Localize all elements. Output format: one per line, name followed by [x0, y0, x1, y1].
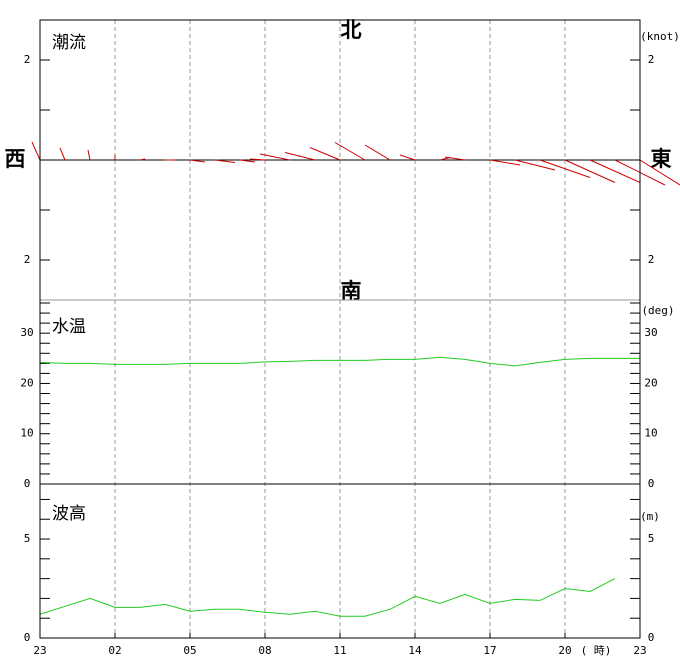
vector	[639, 159, 680, 186]
y-tick-label: 20	[20, 376, 33, 389]
panel-title: 水温	[52, 317, 86, 337]
y-tick-label: 0	[648, 477, 655, 490]
vector	[189, 159, 206, 163]
y-tick-label: 0	[648, 631, 655, 644]
vector	[59, 147, 66, 161]
x-tick-label: 20	[558, 644, 571, 657]
vector	[334, 142, 366, 161]
x-tick-label: 11	[333, 644, 346, 657]
vector	[489, 159, 521, 166]
y-tick-label: 0	[24, 631, 31, 644]
line-series	[39, 578, 616, 617]
vector	[31, 141, 41, 161]
x-tick-label: 14	[408, 644, 422, 657]
y-tick-label: 10	[644, 427, 657, 440]
vector	[249, 158, 266, 161]
vector	[284, 152, 316, 161]
y-tick-label: 30	[644, 326, 657, 339]
panel-title: 波高	[52, 504, 86, 524]
vector	[259, 153, 291, 161]
vector	[239, 159, 256, 163]
x-tick-label: 02	[108, 644, 121, 657]
vector	[539, 159, 591, 178]
y-tick-label: 5	[648, 532, 655, 545]
vector	[214, 159, 236, 163]
x-tick-label: 23	[33, 644, 46, 657]
line-series	[39, 356, 640, 367]
south-label: 南	[341, 279, 362, 303]
unit-label: (knot)	[640, 30, 680, 43]
panel-title: 潮流	[52, 33, 86, 53]
vector	[139, 158, 146, 161]
x-tick-label: 05	[183, 644, 196, 657]
x-tick-label: 23	[633, 644, 646, 657]
east-label: 東	[651, 147, 672, 171]
x-tick-label: 17	[483, 644, 496, 657]
vector	[87, 149, 91, 161]
vector	[514, 159, 556, 171]
unit-label: (m)	[640, 510, 660, 523]
vector	[309, 147, 341, 161]
y-tick-label: 30	[20, 326, 33, 339]
y-tick-label: 2	[648, 53, 655, 66]
vector	[589, 159, 641, 183]
y-tick-label: 2	[24, 253, 31, 266]
x-tick-label: 08	[258, 644, 271, 657]
y-tick-label: 2	[24, 53, 31, 66]
plot-frame	[39, 19, 641, 639]
unit-label: (deg)	[641, 304, 674, 317]
y-tick-label: 10	[20, 427, 33, 440]
vector	[564, 159, 616, 183]
y-tick-label: 2	[648, 253, 655, 266]
y-tick-label: 20	[644, 376, 657, 389]
y-tick-label: 0	[24, 477, 31, 490]
west-label: 西	[5, 147, 26, 171]
vector	[364, 144, 391, 161]
north-label: 北	[341, 18, 362, 42]
x-axis-label: ( 時)	[581, 644, 612, 657]
vector	[444, 156, 466, 161]
vector	[399, 154, 416, 161]
y-tick-label: 5	[24, 532, 31, 545]
